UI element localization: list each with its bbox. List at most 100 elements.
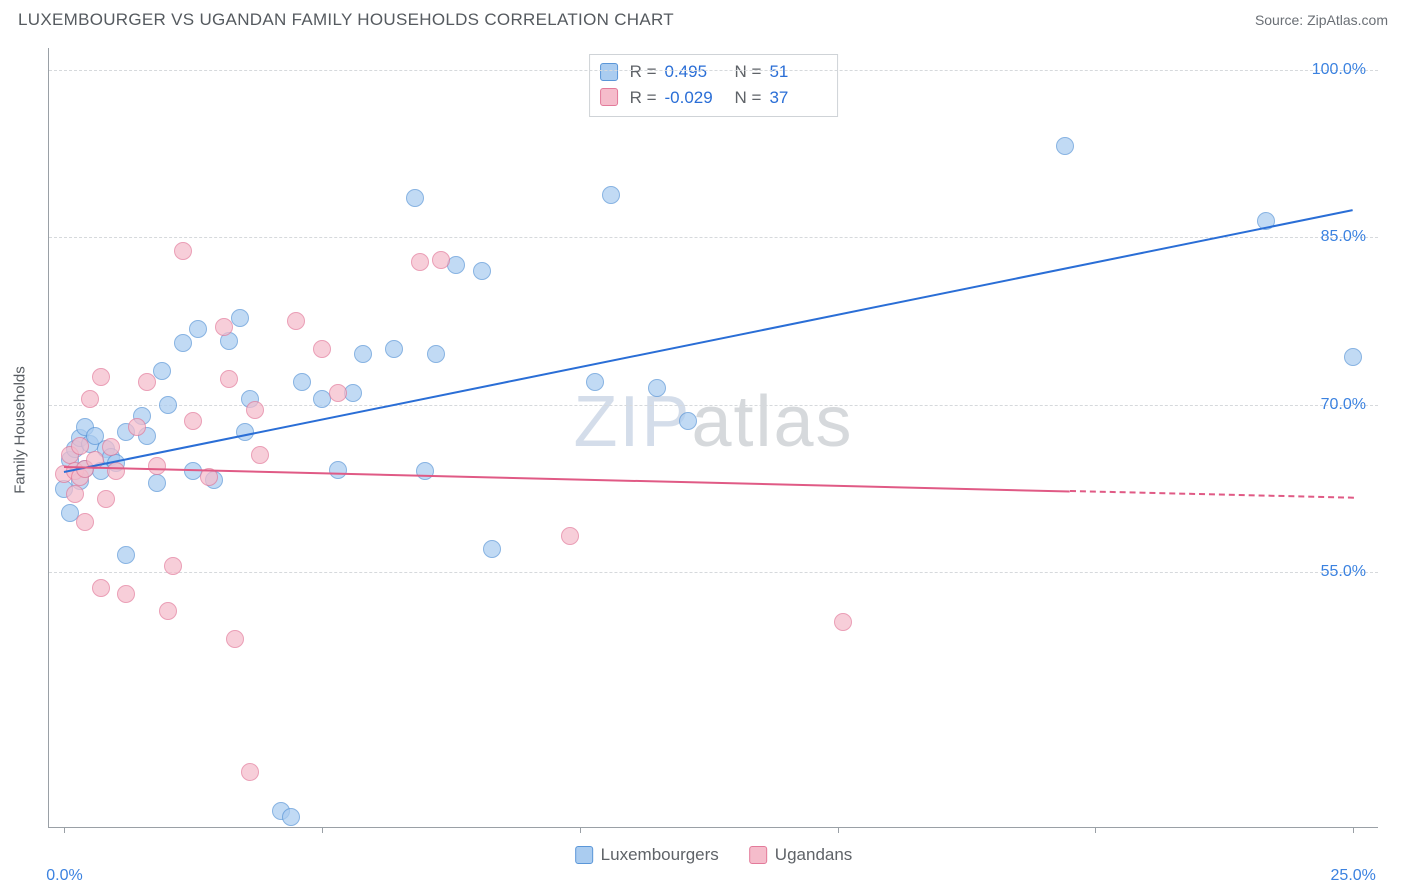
x-tick	[322, 827, 323, 833]
bottom-legend: Luxembourgers Ugandans	[575, 845, 853, 865]
scatter-point-lux	[148, 474, 166, 492]
scatter-point-lux	[1344, 348, 1362, 366]
scatter-point-uga	[432, 251, 450, 269]
x-tick	[1353, 827, 1354, 833]
scatter-point-uga	[107, 462, 125, 480]
scatter-point-uga	[174, 242, 192, 260]
scatter-plot-area: ZIPatlas R = 0.495 N = 51 R = -0.029 N =…	[48, 48, 1378, 828]
scatter-point-uga	[226, 630, 244, 648]
scatter-point-uga	[102, 438, 120, 456]
scatter-point-lux	[344, 384, 362, 402]
scatter-point-uga	[71, 437, 89, 455]
y-tick-label: 85.0%	[1321, 228, 1366, 246]
swatch-lux	[600, 63, 618, 81]
scatter-point-uga	[138, 373, 156, 391]
scatter-point-uga	[184, 412, 202, 430]
scatter-point-lux	[648, 379, 666, 397]
stat-r-label: R =	[630, 85, 657, 111]
scatter-point-lux	[602, 186, 620, 204]
scatter-point-uga	[251, 446, 269, 464]
scatter-point-uga	[92, 368, 110, 386]
x-tick	[64, 827, 65, 833]
scatter-point-lux	[427, 345, 445, 363]
y-tick-label: 70.0%	[1321, 396, 1366, 414]
scatter-point-uga	[215, 318, 233, 336]
scatter-point-uga	[246, 401, 264, 419]
x-tick	[580, 827, 581, 833]
stat-r-label: R =	[630, 59, 657, 85]
y-tick-label: 100.0%	[1312, 61, 1366, 79]
scatter-point-uga	[313, 340, 331, 358]
watermark-zip: ZIP	[573, 382, 691, 462]
trend-line	[64, 210, 1353, 474]
watermark: ZIPatlas	[573, 381, 853, 463]
stats-row-lux: R = 0.495 N = 51	[600, 59, 828, 85]
scatter-point-lux	[1056, 137, 1074, 155]
scatter-point-lux	[153, 362, 171, 380]
stat-n-lux: 51	[769, 59, 827, 85]
scatter-point-lux	[282, 808, 300, 826]
scatter-point-lux	[416, 462, 434, 480]
scatter-point-uga	[128, 418, 146, 436]
swatch-lux	[575, 846, 593, 864]
scatter-point-uga	[76, 513, 94, 531]
scatter-point-lux	[447, 256, 465, 274]
scatter-point-lux	[189, 320, 207, 338]
scatter-point-uga	[148, 457, 166, 475]
scatter-point-uga	[159, 602, 177, 620]
stat-n-label: N =	[735, 59, 762, 85]
scatter-point-uga	[329, 384, 347, 402]
stat-r-uga: -0.029	[665, 85, 723, 111]
chart-title: LUXEMBOURGER VS UGANDAN FAMILY HOUSEHOLD…	[18, 10, 674, 30]
scatter-point-uga	[81, 390, 99, 408]
scatter-point-uga	[92, 579, 110, 597]
scatter-point-lux	[117, 546, 135, 564]
stat-n-label: N =	[735, 85, 762, 111]
scatter-point-lux	[159, 396, 177, 414]
scatter-point-lux	[483, 540, 501, 558]
gridline-h	[49, 572, 1378, 573]
stats-row-uga: R = -0.029 N = 37	[600, 85, 828, 111]
scatter-point-uga	[287, 312, 305, 330]
scatter-point-uga	[164, 557, 182, 575]
scatter-point-uga	[561, 527, 579, 545]
scatter-point-uga	[66, 485, 84, 503]
scatter-point-lux	[385, 340, 403, 358]
gridline-h	[49, 70, 1378, 71]
scatter-point-lux	[174, 334, 192, 352]
legend-label-uga: Ugandans	[775, 845, 853, 865]
y-tick-label: 55.0%	[1321, 563, 1366, 581]
x-tick-label-left: 0.0%	[46, 867, 82, 885]
scatter-point-uga	[411, 253, 429, 271]
trend-line	[1070, 490, 1354, 499]
legend-item-uga: Ugandans	[749, 845, 853, 865]
stat-r-lux: 0.495	[665, 59, 723, 85]
scatter-point-lux	[406, 189, 424, 207]
legend-item-lux: Luxembourgers	[575, 845, 719, 865]
chart-header: LUXEMBOURGER VS UGANDAN FAMILY HOUSEHOLD…	[0, 0, 1406, 36]
scatter-point-uga	[834, 613, 852, 631]
swatch-uga	[749, 846, 767, 864]
stat-n-uga: 37	[769, 85, 827, 111]
scatter-point-lux	[586, 373, 604, 391]
scatter-point-uga	[220, 370, 238, 388]
scatter-point-lux	[329, 461, 347, 479]
scatter-point-lux	[293, 373, 311, 391]
x-tick-label-right: 25.0%	[1331, 867, 1376, 885]
watermark-atlas: atlas	[691, 382, 853, 462]
scatter-point-uga	[97, 490, 115, 508]
y-axis-label: Family Households	[12, 366, 29, 494]
scatter-point-uga	[117, 585, 135, 603]
gridline-h	[49, 237, 1378, 238]
legend-label-lux: Luxembourgers	[601, 845, 719, 865]
scatter-point-uga	[241, 763, 259, 781]
scatter-point-lux	[473, 262, 491, 280]
stats-legend-box: R = 0.495 N = 51 R = -0.029 N = 37	[589, 54, 839, 117]
swatch-uga	[600, 88, 618, 106]
scatter-point-lux	[354, 345, 372, 363]
x-tick	[1095, 827, 1096, 833]
scatter-point-lux	[679, 412, 697, 430]
x-tick	[838, 827, 839, 833]
chart-source: Source: ZipAtlas.com	[1255, 12, 1388, 28]
scatter-point-lux	[231, 309, 249, 327]
